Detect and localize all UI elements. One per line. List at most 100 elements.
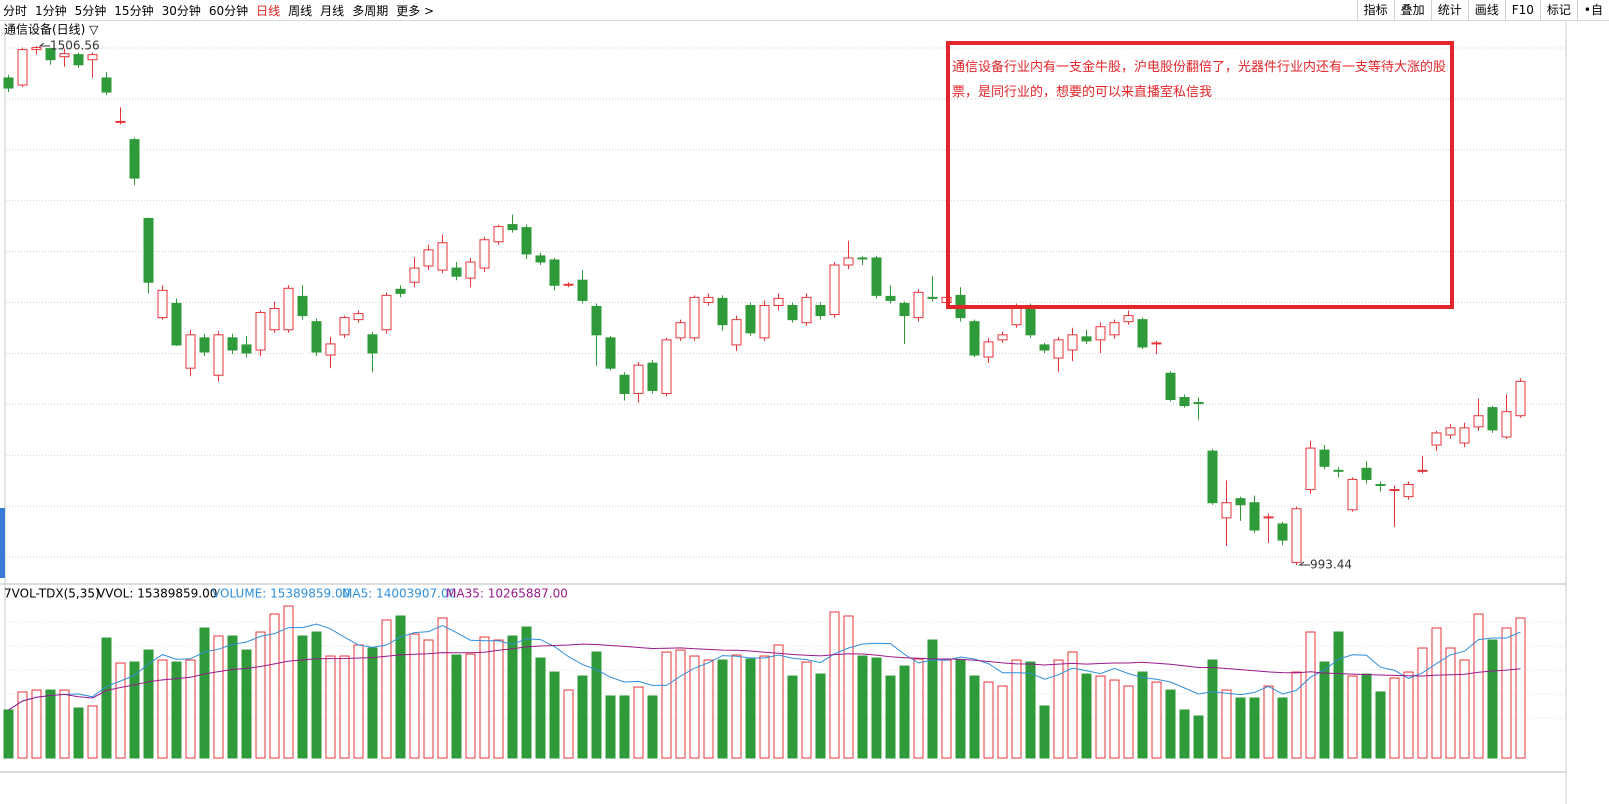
volume-bar	[815, 673, 826, 759]
period-tab[interactable]: 30分钟	[161, 3, 201, 18]
chart-title: 通信设备(日线) ▽	[4, 23, 99, 37]
candle-body	[997, 334, 1008, 341]
candle-body	[1291, 508, 1302, 563]
volume-bar	[409, 633, 420, 759]
candle-body	[1025, 304, 1036, 336]
candle-body	[633, 364, 644, 394]
volume-bar	[787, 675, 798, 759]
tool-button[interactable]: 标记	[1539, 0, 1577, 21]
period-tab[interactable]: 60分钟	[208, 3, 249, 18]
candle-body	[241, 344, 252, 354]
period-tab[interactable]: 5分钟	[74, 3, 107, 18]
candle-body	[101, 77, 112, 93]
candle-body	[45, 48, 56, 61]
tool-button[interactable]: 统计	[1430, 0, 1468, 21]
candle-body	[73, 54, 84, 66]
candle-body	[969, 321, 980, 356]
period-tab[interactable]: 15分钟	[114, 3, 154, 18]
period-tab[interactable]: 日线	[256, 3, 281, 18]
volume-bar	[31, 689, 42, 759]
candle-body	[1487, 407, 1498, 431]
period-tab[interactable]: 周线	[288, 3, 313, 18]
volume-bar	[1305, 631, 1316, 759]
period-tab[interactable]: 月线	[320, 3, 345, 18]
volume-bar	[353, 644, 364, 759]
candle-body	[437, 242, 448, 271]
volume-bar	[1165, 689, 1176, 759]
volume-label: VOLUME: 15389859.00	[212, 587, 350, 601]
volume-bar	[17, 691, 28, 759]
volume-bar	[871, 657, 882, 759]
volume-bar	[423, 639, 434, 759]
volume-bar	[101, 637, 112, 759]
side-tab[interactable]	[0, 508, 5, 578]
candle-body	[913, 291, 924, 319]
tool-button[interactable]: F10	[1504, 0, 1540, 21]
period-tab[interactable]: 1分钟	[35, 3, 67, 18]
candle-body	[801, 296, 812, 324]
volume-bar	[465, 653, 476, 759]
candle-body	[1417, 469, 1428, 472]
volume-bar	[1235, 697, 1246, 759]
candle-body	[871, 257, 882, 296]
volume-bar	[437, 617, 448, 759]
candle-body	[465, 261, 476, 279]
volume-bar	[255, 631, 266, 759]
volume-bar	[115, 662, 126, 759]
period-tab[interactable]: 多周期	[352, 3, 389, 18]
candle-body	[983, 341, 994, 358]
candle-body	[1459, 427, 1470, 444]
candle-body	[927, 296, 938, 299]
candle-body	[787, 304, 798, 321]
candle-body	[1053, 339, 1064, 359]
candle-body	[1193, 402, 1204, 405]
volume-bar	[549, 671, 560, 759]
candle-body	[1333, 469, 1344, 472]
volume-bar	[227, 635, 238, 759]
volume-bar	[297, 635, 308, 759]
high-pointer	[38, 42, 50, 47]
period-tab[interactable]: 分时	[3, 3, 28, 18]
candle-body	[213, 334, 224, 376]
candle-body	[1403, 483, 1414, 498]
tool-button[interactable]: 画线	[1467, 0, 1505, 21]
candle-body	[731, 319, 742, 346]
volume-bar	[983, 681, 994, 759]
candle-body	[857, 257, 868, 260]
tool-button[interactable]: 叠加	[1393, 0, 1431, 21]
volume-bar	[143, 649, 154, 759]
volume-bar	[45, 689, 56, 759]
candle-body	[1305, 447, 1316, 491]
volume-bar	[1501, 627, 1512, 759]
volume-bar	[395, 615, 406, 759]
candle-body	[605, 337, 616, 369]
volume-bar	[913, 658, 924, 759]
candle-body	[479, 239, 490, 269]
volume-bar	[619, 695, 630, 759]
volume-bar	[1123, 685, 1134, 759]
candle-body	[899, 302, 910, 317]
volume-bar	[87, 705, 98, 759]
volume-bar	[269, 613, 280, 759]
volume-bar	[1193, 715, 1204, 759]
volume-bar	[731, 654, 742, 759]
candle-body	[17, 49, 28, 86]
volume-bar	[1445, 647, 1456, 759]
tool-button[interactable]: 指标	[1356, 0, 1394, 21]
low-label: 993.44	[1310, 557, 1352, 571]
period-tab[interactable]: 更多 >	[396, 3, 435, 18]
candle-body	[717, 297, 728, 326]
volume-bar	[941, 659, 952, 759]
volume-bar	[1333, 631, 1344, 759]
candle-body	[1179, 397, 1190, 407]
volume-bar	[1151, 681, 1162, 759]
volume-bar	[1375, 691, 1386, 759]
tool-button[interactable]: •自	[1576, 0, 1609, 21]
candle-body	[1109, 322, 1120, 336]
volume-bar	[675, 649, 686, 759]
volume-bar	[927, 639, 938, 759]
candle-body	[1095, 326, 1106, 341]
volume-bar	[857, 655, 868, 759]
candle-body	[339, 317, 350, 336]
volume-bar	[157, 659, 168, 759]
